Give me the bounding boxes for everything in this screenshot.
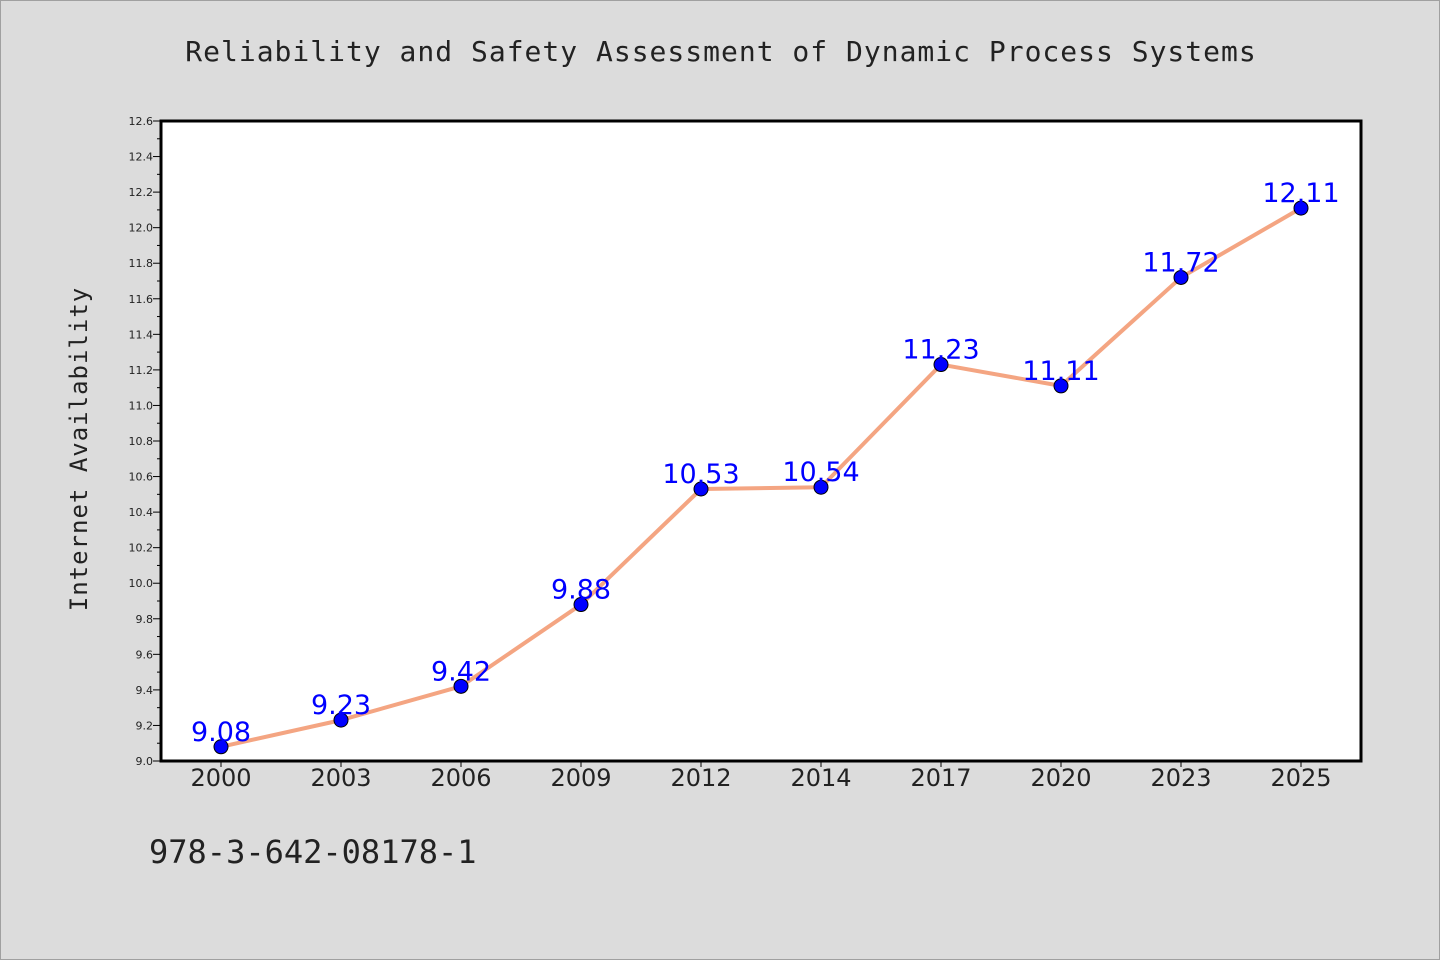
data-label: 9.08 <box>191 717 251 748</box>
x-tick-label: 2000 <box>190 764 251 792</box>
data-point <box>1293 200 1309 216</box>
x-axis: 2000 2003 2006 2009 2012 2014 2017 2020 2023 2025 <box>190 761 1332 792</box>
x-tick-label: 2012 <box>670 764 731 792</box>
y-tick-label: 10.6 <box>129 471 154 484</box>
data-point <box>933 357 949 373</box>
y-tick-label: 11.8 <box>129 257 154 270</box>
y-tick-label: 11.0 <box>129 399 154 412</box>
plot-area <box>161 121 1361 761</box>
x-tick-label: 2025 <box>1270 764 1331 792</box>
x-tick-label: 2020 <box>1030 764 1091 792</box>
y-tick-label: 9.6 <box>136 648 154 661</box>
y-tick-label: 9.2 <box>136 719 154 732</box>
y-tick-label: 12.0 <box>129 222 154 235</box>
data-point <box>573 597 589 613</box>
data-label: 10.53 <box>662 459 739 490</box>
data-label: 11.11 <box>1022 356 1099 387</box>
data-label: 11.72 <box>1142 247 1219 278</box>
data-label: 11.23 <box>902 335 979 366</box>
y-tick-label: 12.6 <box>129 115 154 128</box>
y-axis-label: Internet Availability <box>65 287 93 611</box>
y-tick-label: 9.4 <box>136 684 154 697</box>
y-tick-label: 11.2 <box>129 364 154 377</box>
data-label: 12.11 <box>1262 178 1339 209</box>
y-axis: 9.0 9.2 9.4 9.6 9.8 10.0 10.2 10.4 10.6 10.8 11.0 1… <box>129 115 161 768</box>
x-tick-label: 2003 <box>310 764 371 792</box>
plot-frame <box>159 119 1363 763</box>
data-point <box>813 479 829 495</box>
chart-title: Reliability and Safety Assessment of Dyn… <box>185 35 1257 68</box>
data-label: 9.88 <box>551 575 611 606</box>
series-line <box>219 206 1303 749</box>
data-label: 10.54 <box>782 457 859 488</box>
y-tick-label: 10.2 <box>129 542 154 555</box>
data-label: 9.23 <box>311 690 371 721</box>
data-point <box>1053 378 1069 394</box>
x-tick-label: 2023 <box>1150 764 1211 792</box>
data-markers <box>213 200 1309 755</box>
data-point <box>453 678 469 694</box>
x-tick-label: 2014 <box>790 764 851 792</box>
data-labels: 9.08 9.23 9.42 9.88 10.53 10.54 11.23 11.11 11.7… <box>191 178 1340 748</box>
data-point <box>693 481 709 497</box>
y-tick-label: 9.0 <box>136 755 154 768</box>
data-label: 9.42 <box>431 656 491 687</box>
x-tick-label: 2009 <box>550 764 611 792</box>
y-tick-label: 11.6 <box>129 293 154 306</box>
x-tick-label: 2006 <box>430 764 491 792</box>
data-point <box>333 712 349 728</box>
y-tick-label: 10.4 <box>129 506 154 519</box>
y-tick-label: 10.0 <box>129 577 154 590</box>
y-tick-label: 9.8 <box>136 613 154 626</box>
data-point <box>213 739 229 755</box>
data-point <box>1173 269 1189 285</box>
y-tick-label: 10.8 <box>129 435 154 448</box>
y-tick-label: 12.4 <box>129 151 154 164</box>
isbn-label: 978-3-642-08178-1 <box>149 833 477 871</box>
y-tick-label: 12.2 <box>129 186 154 199</box>
x-tick-label: 2017 <box>910 764 971 792</box>
y-tick-label: 11.4 <box>129 328 154 341</box>
